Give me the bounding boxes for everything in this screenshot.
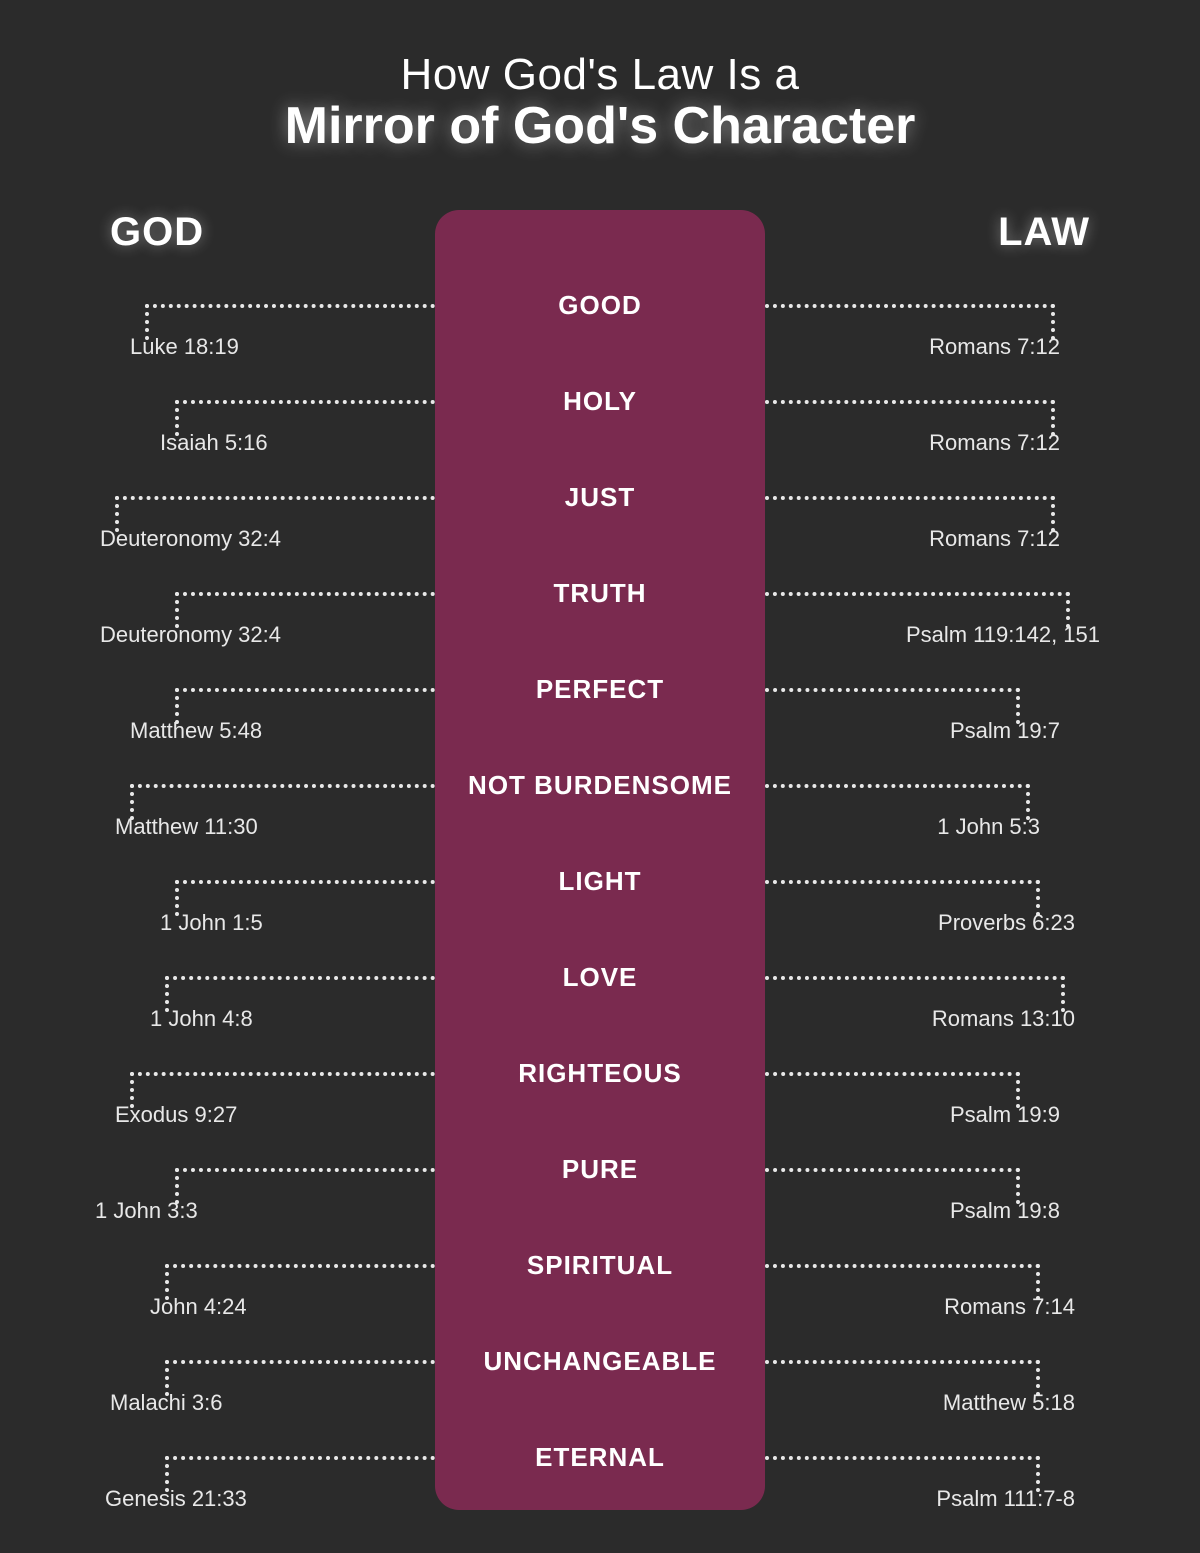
law-reference: Psalm 111:7-8 bbox=[936, 1486, 1075, 1512]
attribute-row: PERFECT Matthew 5:48 Psalm 19:7 bbox=[0, 674, 1200, 770]
law-reference: Romans 7:14 bbox=[944, 1294, 1075, 1320]
connector-left bbox=[130, 784, 435, 788]
law-reference: Romans 13:10 bbox=[932, 1006, 1075, 1032]
god-reference: Genesis 21:33 bbox=[105, 1486, 247, 1512]
law-reference: Proverbs 6:23 bbox=[938, 910, 1075, 936]
header-god: GOD bbox=[110, 210, 204, 255]
connector-left bbox=[175, 592, 435, 596]
law-reference: Romans 7:12 bbox=[929, 430, 1060, 456]
connector-right bbox=[765, 1456, 1040, 1460]
attribute-row: LOVE 1 John 4:8 Romans 13:10 bbox=[0, 962, 1200, 1058]
god-reference: 1 John 4:8 bbox=[150, 1006, 253, 1032]
connector-right bbox=[765, 1264, 1040, 1268]
attribute-row: SPIRITUAL John 4:24 Romans 7:14 bbox=[0, 1250, 1200, 1346]
connector-left bbox=[175, 880, 435, 884]
title-line2: Mirror of God's Character bbox=[0, 96, 1200, 156]
connector-left bbox=[165, 1360, 435, 1364]
attribute-row: NOT BURDENSOME Matthew 11:30 1 John 5:3 bbox=[0, 770, 1200, 866]
attribute-label: HOLY bbox=[563, 386, 637, 417]
attribute-label: RIGHTEOUS bbox=[518, 1058, 682, 1089]
header-law: LAW bbox=[998, 210, 1090, 255]
god-reference: 1 John 3:3 bbox=[95, 1198, 198, 1224]
title-block: How God's Law Is a Mirror of God's Chara… bbox=[0, 0, 1200, 156]
god-reference: 1 John 1:5 bbox=[160, 910, 263, 936]
connector-right bbox=[765, 1072, 1020, 1076]
god-reference: Deuteronomy 32:4 bbox=[100, 622, 281, 648]
connector-left bbox=[175, 688, 435, 692]
connector-right bbox=[765, 400, 1055, 404]
law-reference: Psalm 19:9 bbox=[950, 1102, 1060, 1128]
attribute-row: TRUTH Deuteronomy 32:4 Psalm 119:142, 151 bbox=[0, 578, 1200, 674]
god-reference: Deuteronomy 32:4 bbox=[100, 526, 281, 552]
connector-left bbox=[165, 1264, 435, 1268]
connector-right bbox=[765, 592, 1070, 596]
attribute-row: ETERNAL Genesis 21:33 Psalm 111:7-8 bbox=[0, 1442, 1200, 1538]
law-reference: Psalm 19:7 bbox=[950, 718, 1060, 744]
connector-left bbox=[115, 496, 435, 500]
connector-right bbox=[765, 1360, 1040, 1364]
god-reference: Exodus 9:27 bbox=[115, 1102, 237, 1128]
connector-left bbox=[145, 304, 435, 308]
attribute-label: TRUTH bbox=[553, 578, 646, 609]
connector-right bbox=[765, 1168, 1020, 1172]
god-reference: Isaiah 5:16 bbox=[160, 430, 268, 456]
connector-left bbox=[165, 1456, 435, 1460]
law-reference: 1 John 5:3 bbox=[937, 814, 1040, 840]
law-reference: Matthew 5:18 bbox=[943, 1390, 1075, 1416]
connector-right bbox=[765, 496, 1055, 500]
connector-right bbox=[765, 304, 1055, 308]
attribute-row: RIGHTEOUS Exodus 9:27 Psalm 19:9 bbox=[0, 1058, 1200, 1154]
attribute-row: JUST Deuteronomy 32:4 Romans 7:12 bbox=[0, 482, 1200, 578]
god-reference: Matthew 5:48 bbox=[130, 718, 262, 744]
connector-left bbox=[175, 1168, 435, 1172]
attribute-label: NOT BURDENSOME bbox=[468, 770, 732, 801]
connector-right bbox=[765, 976, 1065, 980]
attribute-label: SPIRITUAL bbox=[527, 1250, 673, 1281]
attribute-label: LOVE bbox=[563, 962, 638, 993]
attribute-label: GOOD bbox=[558, 290, 641, 321]
law-reference: Psalm 119:142, 151 bbox=[906, 622, 1100, 648]
attribute-label: PERFECT bbox=[536, 674, 664, 705]
attribute-label: LIGHT bbox=[559, 866, 642, 897]
title-line1: How God's Law Is a bbox=[0, 50, 1200, 100]
law-reference: Romans 7:12 bbox=[929, 334, 1060, 360]
attribute-row: PURE 1 John 3:3 Psalm 19:8 bbox=[0, 1154, 1200, 1250]
god-reference: Malachi 3:6 bbox=[110, 1390, 223, 1416]
connector-left bbox=[175, 400, 435, 404]
god-reference: Matthew 11:30 bbox=[115, 814, 258, 840]
attribute-label: ETERNAL bbox=[535, 1442, 665, 1473]
attribute-row: GOOD Luke 18:19 Romans 7:12 bbox=[0, 290, 1200, 386]
law-reference: Psalm 19:8 bbox=[950, 1198, 1060, 1224]
connector-left bbox=[165, 976, 435, 980]
attribute-label: PURE bbox=[562, 1154, 638, 1185]
connector-right bbox=[765, 688, 1020, 692]
connector-left bbox=[130, 1072, 435, 1076]
attribute-row: HOLY Isaiah 5:16 Romans 7:12 bbox=[0, 386, 1200, 482]
connector-right bbox=[765, 880, 1040, 884]
rows-container: GOOD Luke 18:19 Romans 7:12 HOLY Isaiah 5:16… bbox=[0, 290, 1200, 1538]
header-row: GOD LAW bbox=[0, 210, 1200, 255]
god-reference: John 4:24 bbox=[150, 1294, 247, 1320]
law-reference: Romans 7:12 bbox=[929, 526, 1060, 552]
attribute-label: JUST bbox=[565, 482, 635, 513]
attribute-label: UNCHANGEABLE bbox=[484, 1346, 717, 1377]
god-reference: Luke 18:19 bbox=[130, 334, 239, 360]
attribute-row: LIGHT 1 John 1:5 Proverbs 6:23 bbox=[0, 866, 1200, 962]
connector-right bbox=[765, 784, 1030, 788]
attribute-row: UNCHANGEABLE Malachi 3:6 Matthew 5:18 bbox=[0, 1346, 1200, 1442]
